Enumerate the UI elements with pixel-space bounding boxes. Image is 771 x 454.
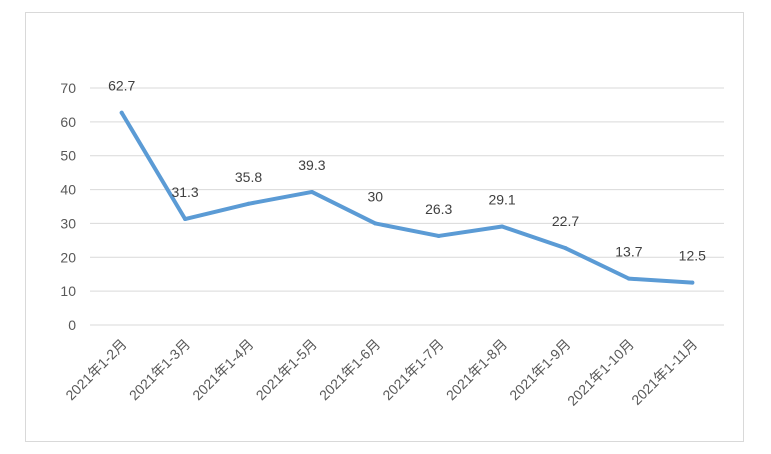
data-label: 29.1 <box>488 191 515 207</box>
x-tick-label: 2021年1-7月 <box>379 336 446 403</box>
data-point <box>373 221 378 226</box>
data-point <box>436 233 441 238</box>
data-label: 30 <box>368 188 384 204</box>
y-tick-label: 70 <box>60 80 76 96</box>
data-label: 12.5 <box>679 248 706 264</box>
x-tick-label: 2021年1-3月 <box>126 336 193 403</box>
x-tick-label: 2021年1-4月 <box>189 336 256 403</box>
x-tick-label: 2021年1-10月 <box>564 336 637 409</box>
data-point <box>500 224 505 229</box>
y-tick-label: 20 <box>60 249 76 265</box>
data-label: 22.7 <box>552 213 579 229</box>
y-tick-label: 30 <box>60 215 76 231</box>
data-label: 39.3 <box>298 157 325 173</box>
x-tick-label: 2021年1-9月 <box>506 336 573 403</box>
data-point <box>246 201 251 206</box>
y-tick-label: 10 <box>60 283 76 299</box>
x-tick-label: 2021年1-11月 <box>628 336 700 408</box>
data-point <box>119 110 124 115</box>
data-label: 35.8 <box>235 169 262 185</box>
data-point <box>690 280 695 285</box>
data-point <box>563 246 568 251</box>
data-label: 31.3 <box>171 184 198 200</box>
series-line <box>119 110 695 285</box>
x-tick-label: 2021年1-5月 <box>253 336 320 403</box>
data-label: 13.7 <box>615 244 642 260</box>
y-tick-label: 60 <box>60 114 76 130</box>
x-tick-label: 2021年1-2月 <box>62 336 129 403</box>
data-point <box>309 189 314 194</box>
y-tick-label: 0 <box>68 317 76 333</box>
y-tick-label: 50 <box>60 148 76 164</box>
data-label: 26.3 <box>425 201 452 217</box>
data-point <box>626 276 631 281</box>
x-tick-label: 2021年1-6月 <box>316 336 383 403</box>
data-point <box>183 217 188 222</box>
y-tick-label: 40 <box>60 182 76 198</box>
x-tick-label: 2021年1-8月 <box>443 336 510 403</box>
data-label: 62.7 <box>108 78 135 94</box>
